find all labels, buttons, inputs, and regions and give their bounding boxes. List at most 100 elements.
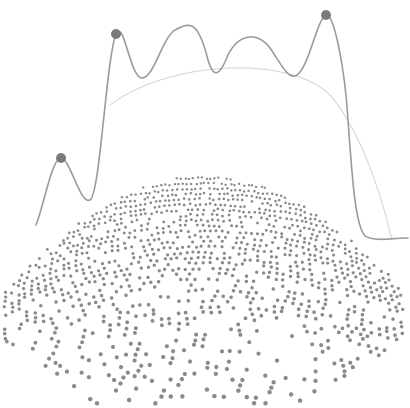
globe-dot	[189, 212, 192, 216]
globe-dot	[89, 271, 93, 275]
globe-dot	[171, 349, 176, 354]
globe-dot	[211, 266, 215, 271]
globe-dot	[98, 352, 103, 357]
globe-dot	[368, 271, 372, 275]
globe-dot	[201, 310, 205, 314]
globe-dot	[197, 250, 201, 254]
globe-dot	[184, 192, 187, 196]
globe-dot	[399, 293, 403, 297]
globe-dot	[243, 316, 248, 321]
globe-dot	[4, 339, 9, 344]
globe-dot	[268, 209, 272, 212]
globe-dot	[41, 273, 45, 277]
globe-dot	[128, 231, 132, 235]
globe-dot	[54, 251, 58, 255]
globe-dot	[262, 249, 266, 254]
globe-dot	[102, 266, 106, 270]
globe-dot	[200, 344, 205, 349]
globe-dot	[310, 283, 315, 287]
globe-dot	[319, 343, 324, 348]
globe-dot	[109, 296, 114, 300]
globe-dot	[239, 205, 242, 209]
globe-dot	[221, 294, 225, 299]
globe-dot	[124, 326, 129, 331]
globe-dot	[346, 312, 350, 317]
globe-dot	[232, 208, 236, 212]
globe-dot	[256, 259, 260, 263]
globe-dot	[161, 194, 164, 198]
globe-dot	[99, 242, 103, 246]
globe-dot	[119, 268, 123, 273]
globe-dot	[260, 296, 264, 300]
globe-dot	[29, 292, 33, 296]
globe-dot	[160, 211, 163, 214]
globe-dot	[395, 295, 399, 299]
globe-dot	[247, 210, 251, 214]
globe-dot	[254, 185, 258, 189]
globe-dot	[342, 373, 347, 378]
globe-dot	[383, 280, 387, 285]
globe-dot	[175, 188, 179, 191]
globe-dot	[309, 222, 313, 225]
globe-dot	[245, 194, 248, 197]
globe-dot	[377, 332, 382, 337]
globe-dot	[81, 308, 85, 313]
globe-dot	[264, 208, 267, 212]
globe-dot	[50, 286, 55, 290]
globe-dot	[200, 287, 205, 292]
globe-dot	[174, 209, 178, 213]
globe-dot	[250, 285, 254, 290]
globe-dot	[113, 212, 116, 216]
globe-dot	[296, 271, 300, 275]
globe-dot	[212, 224, 216, 228]
globe-dot	[148, 242, 152, 246]
globe-dot	[189, 182, 193, 186]
globe-dot	[95, 212, 98, 215]
globe-dot	[143, 212, 147, 215]
globe-dot	[313, 378, 318, 384]
globe-dot	[139, 213, 143, 216]
globe-dot	[43, 264, 47, 268]
globe-dot	[132, 374, 137, 379]
globe-dot	[137, 260, 141, 264]
globe-dot	[19, 322, 23, 327]
peak-marker-middle	[111, 29, 121, 39]
globe-dot	[236, 198, 239, 201]
globe-dot	[288, 274, 293, 279]
globe-dot	[119, 217, 123, 221]
globe-dot	[210, 298, 214, 303]
globe-dot	[183, 310, 188, 315]
globe-dot	[330, 278, 334, 283]
globe-dot	[151, 185, 155, 189]
globe-dot	[269, 229, 273, 233]
globe-dot	[206, 219, 210, 223]
globe-dot	[300, 260, 304, 264]
globe-dot	[245, 295, 249, 299]
globe-dot	[250, 232, 253, 235]
globe-dot	[217, 197, 221, 201]
globe-dot	[399, 320, 403, 325]
globe-dot	[198, 229, 202, 233]
globe-dot	[199, 187, 202, 190]
globe-dot	[173, 182, 177, 186]
globe-dot	[49, 316, 53, 321]
globe-dot	[333, 263, 337, 267]
globe-dot	[286, 295, 290, 299]
globe-dot	[387, 278, 391, 282]
globe-dot	[38, 290, 42, 294]
globe-dot	[103, 215, 106, 218]
globe-dot	[315, 224, 318, 227]
globe-dot	[275, 203, 279, 206]
globe-dot	[284, 201, 287, 205]
globe-dot	[90, 331, 95, 336]
globe-dot	[274, 199, 277, 203]
globe-dot	[307, 299, 311, 303]
globe-dot	[325, 226, 329, 230]
globe-dot	[215, 213, 219, 217]
globe-dot	[250, 312, 255, 317]
globe-dot	[27, 270, 31, 274]
globe-dot	[369, 290, 374, 294]
globe-dot	[201, 213, 205, 216]
globe-dot	[153, 190, 157, 193]
globe-dot	[222, 197, 226, 201]
